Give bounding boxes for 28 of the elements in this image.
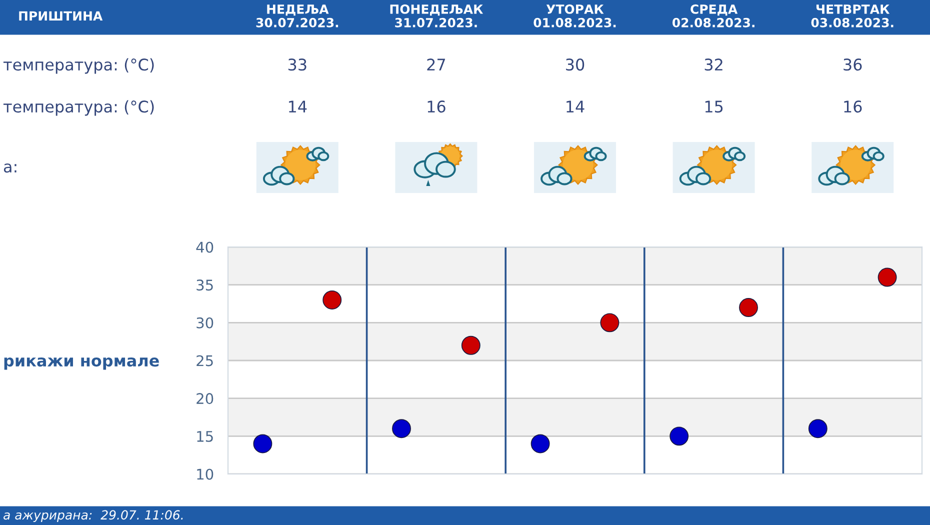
- text: СРЕДА 02.08.2023.: [672, 4, 754, 28]
- text: ЧЕТВРТАК 03.08.2023.: [811, 4, 894, 28]
- text: ПОНЕДЕЉАК 31.07.2023.: [390, 4, 484, 28]
- data-label: 30: [566, 58, 584, 71]
- data-label: 15: [705, 100, 723, 113]
- y-tick-label: 40: [196, 242, 214, 253]
- data-label: 36: [844, 58, 862, 71]
- text: рикажи нормале: [4, 357, 159, 370]
- data-label: 33: [288, 58, 306, 71]
- data-label: 32: [704, 58, 722, 71]
- y-tick-label: 15: [197, 431, 213, 442]
- y-tick-label: 20: [196, 393, 214, 404]
- text: НЕДЕЉА 30.07.2023.: [256, 4, 338, 28]
- text: температура: (°C): [3, 58, 154, 74]
- data-label: 14: [566, 100, 584, 112]
- text: УТОРАК 01.08.2023.: [534, 4, 616, 28]
- text: а ажурирана: 29.07. 11:06.: [4, 510, 183, 522]
- y-tick-label: 10: [197, 468, 214, 480]
- data-label: 16: [844, 100, 862, 113]
- y-tick-label: 30: [196, 317, 214, 328]
- text: температура: (°C): [3, 100, 154, 116]
- data-label: 27: [427, 58, 445, 70]
- text: а:: [4, 163, 16, 173]
- text: ПРИШТИНА: [19, 11, 103, 20]
- data-label: 14: [288, 100, 307, 112]
- y-tick-label: 25: [196, 355, 213, 366]
- data-label: 16: [428, 100, 446, 113]
- y-tick-label: 35: [196, 280, 213, 291]
